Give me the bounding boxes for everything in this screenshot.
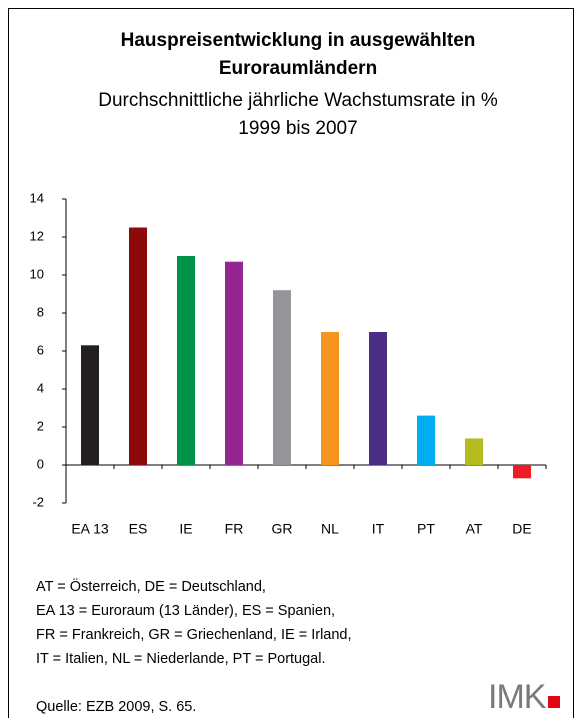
y-tick-label: -2 <box>32 494 44 509</box>
bar <box>513 465 531 479</box>
bar <box>369 332 387 465</box>
y-tick-label: 4 <box>37 380 44 395</box>
x-tick-label: IE <box>179 521 192 537</box>
y-tick-label: 0 <box>37 456 44 471</box>
chart-subtitle: 1999 bis 2007 <box>238 118 357 139</box>
note: FR = Frankreich, GR = Griechenland, IE =… <box>36 627 352 643</box>
bar <box>273 290 291 465</box>
x-tick-label: AT <box>466 521 483 537</box>
chart-subtitle: Durchschnittliche jährliche Wachstumsrat… <box>98 90 498 111</box>
logo: IMK <box>488 678 547 716</box>
source: Quelle: EZB 2009, S. 65. <box>36 699 196 715</box>
x-tick-label: IT <box>372 521 385 537</box>
bar <box>129 227 147 465</box>
y-tick-label: 6 <box>37 342 44 357</box>
y-tick-label: 10 <box>30 266 44 281</box>
x-tick-label: PT <box>417 521 435 537</box>
bar <box>465 438 483 465</box>
x-tick-label: FR <box>225 521 244 537</box>
bar <box>81 345 99 465</box>
chart-title: Hauspreisentwicklung in ausgewählten <box>121 30 476 51</box>
y-tick-label: 12 <box>30 228 44 243</box>
bar <box>321 332 339 465</box>
chart-title: Euroraumländern <box>219 58 377 79</box>
x-tick-label: ES <box>129 521 148 537</box>
x-tick-label: DE <box>512 521 531 537</box>
logo-square <box>548 696 560 708</box>
x-tick-label: EA 13 <box>71 521 109 537</box>
x-tick-label: NL <box>321 521 339 537</box>
frame <box>8 8 574 723</box>
bar <box>225 261 243 465</box>
y-tick-label: 14 <box>30 190 44 205</box>
x-tick-label: GR <box>272 521 293 537</box>
note: AT = Österreich, DE = Deutschland, <box>36 577 266 595</box>
y-tick-label: 8 <box>37 304 44 319</box>
bar <box>177 256 195 465</box>
y-tick-label: 2 <box>37 418 44 433</box>
bar <box>417 415 435 465</box>
note: IT = Italien, NL = Niederlande, PT = Por… <box>36 651 326 667</box>
note: EA 13 = Euroraum (13 Länder), ES = Spani… <box>36 603 335 619</box>
